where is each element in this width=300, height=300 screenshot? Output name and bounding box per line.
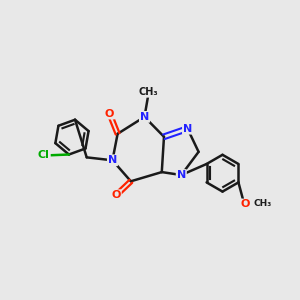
Text: O: O: [112, 190, 121, 200]
Text: Cl: Cl: [38, 150, 50, 160]
Text: N: N: [108, 155, 117, 165]
Text: CH₃: CH₃: [254, 199, 272, 208]
Text: N: N: [177, 170, 186, 180]
Text: N: N: [140, 112, 149, 122]
Text: N: N: [183, 124, 192, 134]
Text: CH₃: CH₃: [138, 87, 158, 97]
Text: O: O: [105, 109, 114, 118]
Text: O: O: [240, 200, 249, 209]
